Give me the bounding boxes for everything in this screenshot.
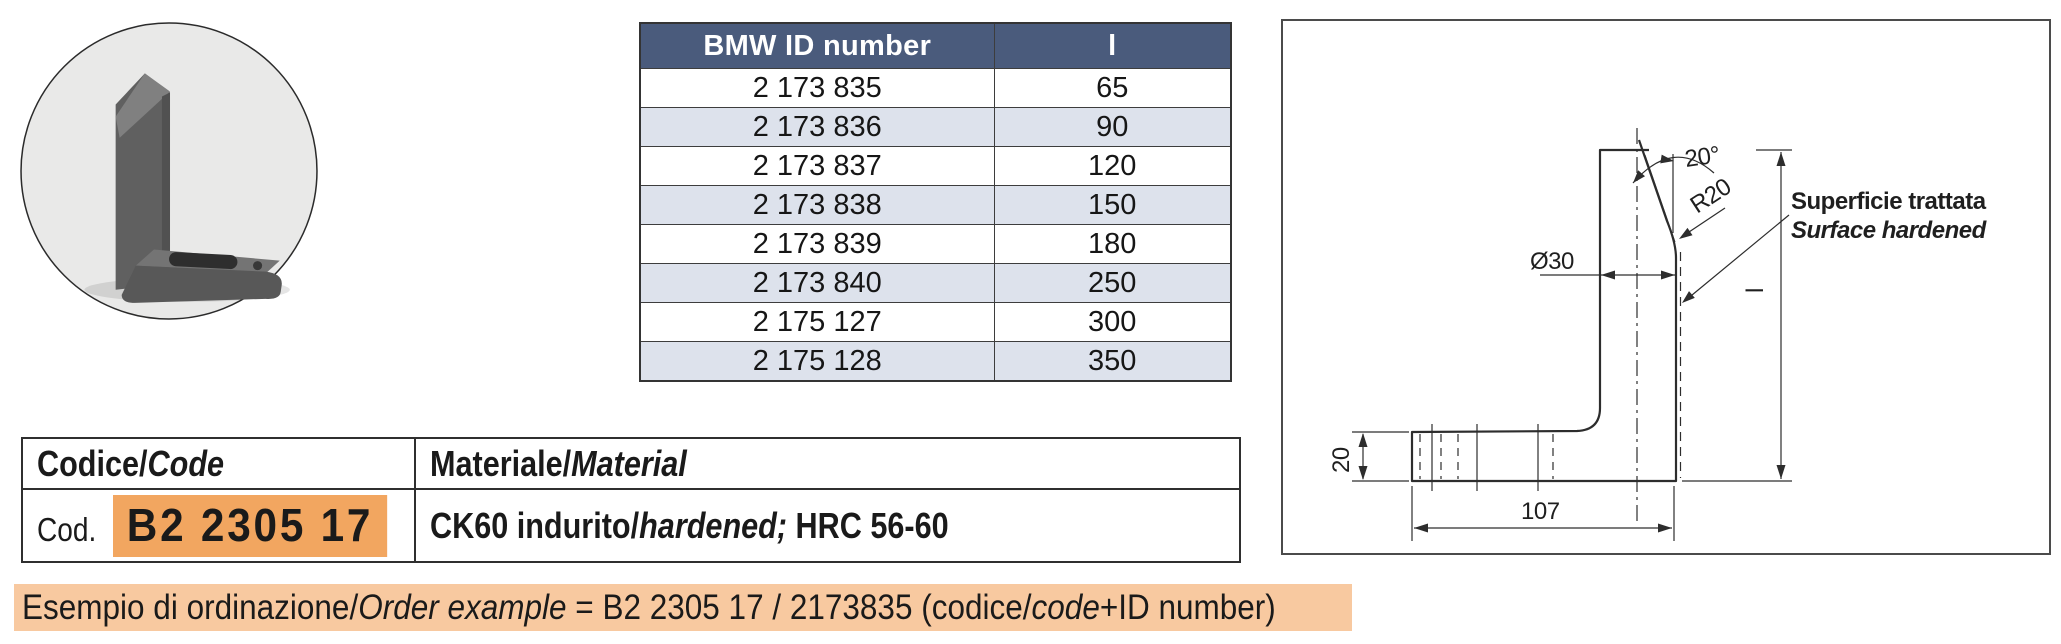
table-row: 2 173 840 250	[639, 263, 1232, 303]
l-shaped-part	[115, 73, 282, 303]
length-symbol-label: l	[1742, 288, 1769, 293]
surface-note-english: Surface hardened	[1791, 217, 1988, 244]
length-cell: 180	[993, 224, 1232, 264]
base-height-label: 20	[1328, 447, 1355, 473]
length-dimension: l	[1682, 149, 1792, 482]
material-hrc: HRC 56-60	[787, 504, 949, 546]
hardened-surface-line	[1644, 154, 1676, 243]
material-text-italic: hardened;	[639, 504, 788, 546]
order-example-code-italic: code	[1031, 587, 1100, 627]
table-row: 2 175 128 350	[639, 341, 1232, 382]
slot-hole	[169, 252, 238, 270]
length-cell: 65	[993, 68, 1232, 108]
material-value-cell: CK60 indurito/hardened; HRC 56-60	[414, 488, 1241, 563]
length-cell: 300	[993, 302, 1232, 342]
angle-dimension: 20°	[1632, 141, 1721, 233]
table-row: 2 175 127 300	[639, 302, 1232, 342]
bmw-id-cell: 2 173 836	[639, 107, 995, 147]
table-row: 2 173 836 90	[639, 107, 1232, 147]
length-cell: 120	[993, 146, 1232, 186]
length-cell: 250	[993, 263, 1232, 303]
radius-dimension: R20	[1679, 173, 1736, 239]
bmw-id-cell: 2 173 838	[639, 185, 995, 225]
bmw-id-cell: 2 173 835	[639, 68, 995, 108]
radius-label: R20	[1686, 173, 1736, 219]
material-text: CK60 indurito/	[430, 504, 640, 546]
material-label: Material	[571, 442, 687, 484]
surface-note-italian: Superficie trattata	[1791, 188, 1987, 215]
small-hole	[253, 261, 263, 271]
order-example-banner: Esempio di ordinazione/Order example = B…	[14, 584, 1352, 631]
technical-drawing: 20° R20 Ø30 l	[1281, 19, 2051, 555]
table-header-row: BMW ID number l	[639, 22, 1232, 69]
base-height-dimension: 20	[1328, 431, 1409, 482]
product-code-badge: B2 2305 17	[112, 494, 387, 557]
length-cell: 150	[993, 185, 1232, 225]
bmw-id-cell: 2 173 840	[639, 263, 995, 303]
code-table-header-row: Codice/Code Materiale/Material	[21, 437, 1241, 490]
diameter-label: Ø30	[1530, 248, 1574, 275]
code-table-value-row: Cod. B2 2305 17 CK60 indurito/hardened; H…	[21, 488, 1241, 563]
order-example-code: = B2 2305 17 / 2173835 (codice/	[566, 587, 1032, 627]
bmw-id-cell: 2 173 839	[639, 224, 995, 264]
order-example-suffix: +ID number)	[1099, 587, 1276, 627]
codice-header-cell: Codice/Code	[21, 437, 416, 490]
diameter-dimension: Ø30	[1530, 248, 1675, 280]
table-row: 2 173 839 180	[639, 224, 1232, 264]
code-label: Code	[147, 442, 225, 484]
materiale-label: Materiale/	[430, 442, 572, 484]
base-hidden-lines	[1419, 424, 1554, 491]
order-example-text-italic: Order example	[358, 587, 567, 627]
bmw-id-cell: 2 175 128	[639, 341, 995, 382]
surface-note: Superficie trattata Surface hardened	[1682, 188, 1988, 303]
length-cell: 90	[993, 107, 1232, 147]
codice-label: Codice/	[37, 442, 148, 484]
drawing-frame	[1281, 19, 2051, 555]
table-row: 2 173 838 150	[639, 185, 1232, 225]
base-length-dimension: 107	[1411, 486, 1675, 541]
base-length-label: 107	[1521, 498, 1560, 525]
materiale-header-cell: Materiale/Material	[414, 437, 1241, 490]
bmw-id-cell: 2 175 127	[639, 302, 995, 342]
code-material-table: Codice/Code Materiale/Material Cod. B2 23…	[21, 437, 1241, 563]
product-photo	[20, 22, 318, 320]
angle-label: 20°	[1683, 141, 1721, 173]
cod-prefix: Cod.	[37, 510, 97, 548]
code-value-cell: Cod. B2 2305 17	[21, 488, 416, 563]
part-outline	[1410, 139, 1678, 483]
bmw-id-number-header: BMW ID number	[639, 22, 995, 69]
table-row: 2 173 837 120	[639, 146, 1232, 186]
order-example-text: Esempio di ordinazione/	[22, 587, 359, 627]
bmw-id-cell: 2 173 837	[639, 146, 995, 186]
length-header: l	[993, 22, 1232, 69]
table-row: 2 173 835 65	[639, 68, 1232, 108]
length-cell: 350	[993, 341, 1232, 382]
bmw-id-table: BMW ID number l 2 173 835 65 2 173 836 9…	[639, 22, 1232, 382]
